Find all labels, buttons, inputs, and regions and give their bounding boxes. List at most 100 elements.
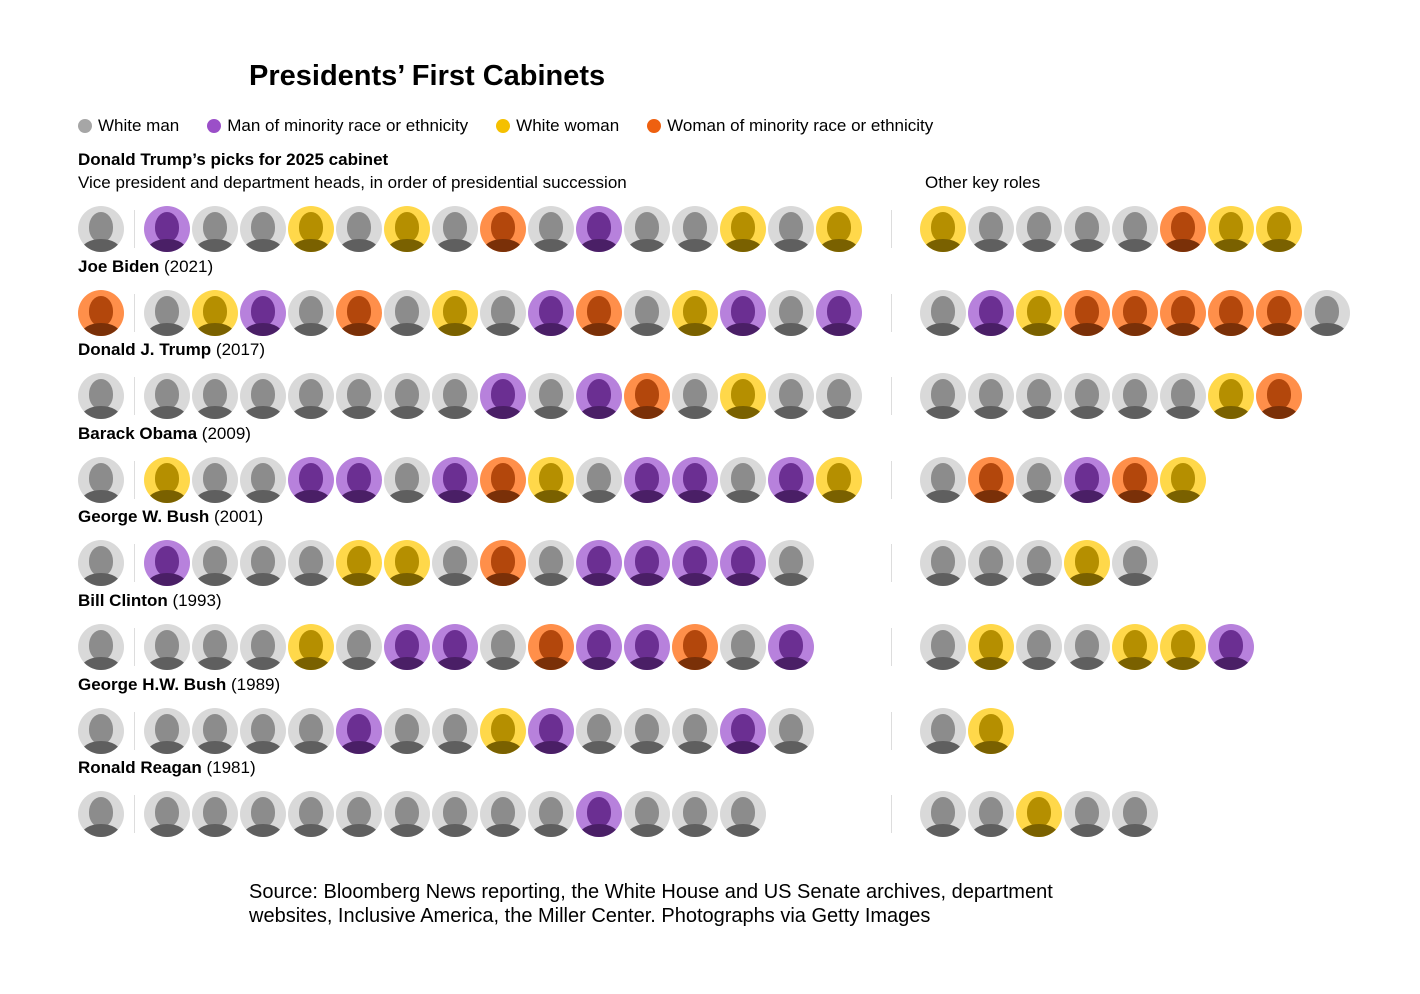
portrait-shoulders [243,824,283,838]
portrait-face [1027,212,1051,242]
portrait-shoulders [627,406,667,420]
portrait-shoulders [627,489,667,503]
portrait-face [203,212,227,242]
portrait-shoulders [1211,657,1251,670]
department-head-minority-man [432,624,478,670]
portrait-shoulders [819,406,859,420]
portrait-face [347,295,371,326]
portrait-face [299,630,323,660]
row-label: Joe Biden (2021) [78,257,213,277]
department-head-minority-man [624,540,670,587]
row-label: George W. Bush (2001) [78,507,263,527]
portrait-shoulders [579,406,619,420]
other-role-white-woman [1016,289,1062,336]
cabinet-year: (2001) [209,507,264,527]
portrait-shoulders [531,489,571,503]
portrait-shoulders [1211,322,1251,336]
other-role-minority-woman [1256,289,1302,336]
other-roles-separator [891,711,892,750]
portrait-face [635,630,659,660]
portrait-face [347,462,371,493]
portrait-face [683,462,707,493]
other-role-white-man [1112,373,1158,420]
department-head-white-man [768,373,814,420]
portrait-shoulders [531,239,571,252]
portrait-face [155,630,179,660]
portrait-face [979,546,1003,577]
portrait-shoulders [1115,322,1155,336]
portrait-shoulders [923,824,963,838]
chart-title: Presidents’ First Cabinets [249,60,606,92]
portrait-face [155,462,179,493]
row-label: Ronald Reagan (1981) [78,758,256,778]
portrait-shoulders [147,239,187,252]
department-head-minority-man [576,206,622,252]
portrait-shoulders [1163,489,1203,503]
portrait-shoulders [291,239,331,252]
portrait-shoulders [771,657,811,670]
portrait-shoulders [675,573,715,587]
portrait-shoulders [1067,239,1107,252]
department-head-white-woman [816,206,862,252]
portrait-face [931,379,955,410]
other-role-white-man [968,206,1014,252]
portrait-face [251,713,275,744]
portrait-face [1027,379,1051,410]
portrait-face [779,462,803,493]
cabinet-year: (2009) [197,423,251,443]
department-head-white-man [192,707,238,754]
portrait-shoulders [483,573,523,587]
other-role-white-man [1016,624,1062,670]
department-head-white-man [240,791,286,838]
portrait-shoulders [81,824,121,838]
portrait-face [299,212,323,242]
portrait-face [1075,212,1099,242]
portrait-shoulders [771,573,811,587]
portrait-shoulders [81,573,121,587]
portrait-shoulders [723,573,763,587]
row-label: Bill Clinton (1993) [78,591,222,611]
department-head-white-man [672,707,718,754]
portrait-face [539,295,563,326]
portrait-face [1123,462,1147,493]
portrait-shoulders [435,657,475,670]
other-role-white-man [1112,540,1158,587]
portrait-face [443,797,467,828]
portrait-shoulders [243,322,283,336]
portrait-shoulders [1211,406,1251,420]
department-head-white-man [432,373,478,420]
department-head-white-man [480,791,526,838]
portrait-face [979,630,1003,660]
portrait-shoulders [243,573,283,587]
portrait-shoulders [923,740,963,754]
portrait-shoulders [1019,657,1059,670]
portrait-shoulders [483,406,523,420]
president-name: Joe Biden [78,256,160,276]
portrait-shoulders [971,573,1011,587]
legend-item-white-man: White man [78,116,179,136]
legend-swatch-white-man [78,119,92,133]
portrait-shoulders [81,657,121,670]
portrait-face [491,295,515,326]
portrait-shoulders [435,824,475,838]
portrait-face [979,212,1003,242]
portrait-shoulders [1115,657,1155,670]
portrait-face [827,462,851,493]
portrait-face [635,713,659,744]
portrait-face [731,797,755,828]
department-head-white-man [720,456,766,503]
portrait-face [731,713,755,744]
portrait-shoulders [1115,239,1155,252]
portrait-face [1123,295,1147,326]
other-role-white-woman [1064,540,1110,587]
portrait-face [587,295,611,326]
department-head-white-man [720,624,766,670]
vp-separator [134,293,135,332]
other-role-white-man [1064,206,1110,252]
legend-item-minority-man: Man of minority race or ethnicity [207,116,468,136]
portrait-face [251,797,275,828]
portrait-face [931,295,955,326]
portrait-shoulders [387,573,427,587]
department-head-minority-woman [480,540,526,587]
portrait-shoulders [339,657,379,670]
